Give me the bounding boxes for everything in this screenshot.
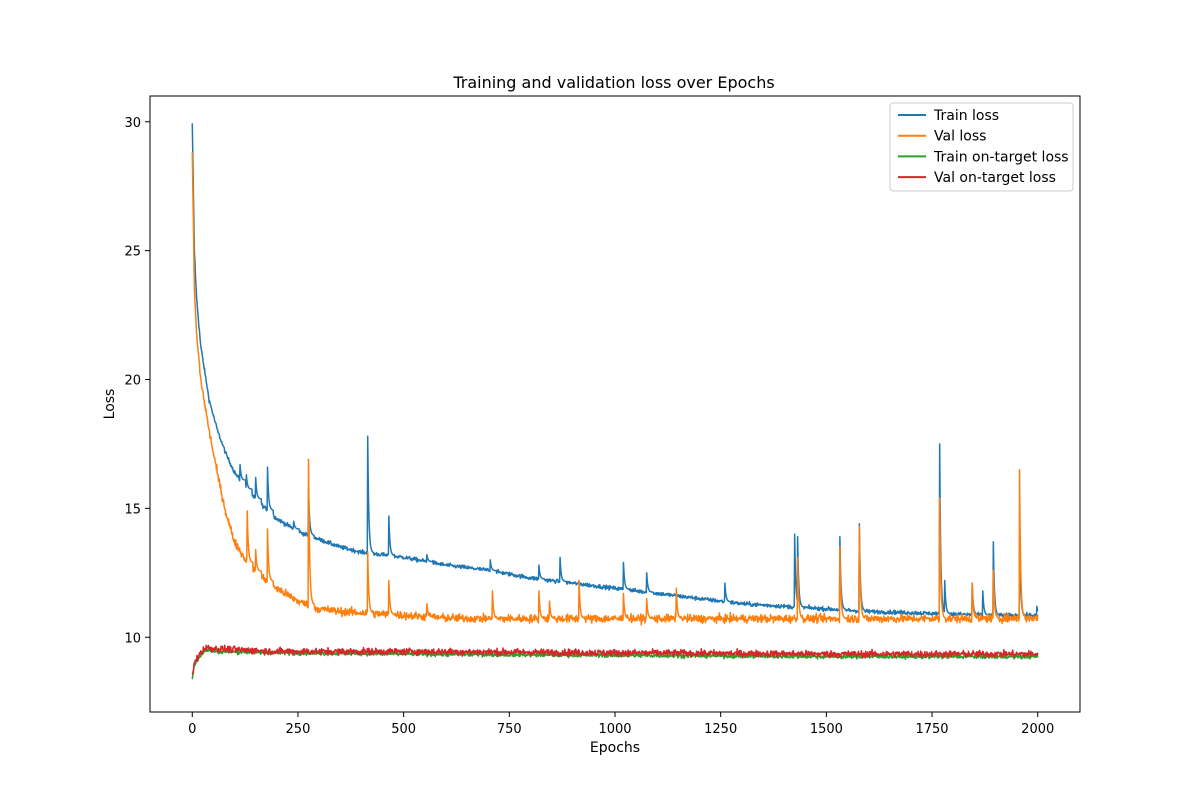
x-tick-label: 250	[286, 722, 311, 737]
legend-label-val-on-target-loss: Val on-target loss	[934, 170, 1056, 186]
x-tick-label: 1250	[704, 722, 737, 737]
legend-label-val-loss: Val loss	[934, 129, 986, 145]
y-tick-label: 30	[124, 116, 141, 131]
x-tick-label: 1500	[810, 722, 843, 737]
y-tick-label: 15	[124, 502, 141, 517]
x-tick-label: 1750	[915, 722, 948, 737]
y-tick-label: 20	[124, 374, 141, 389]
x-tick-label: 0	[188, 722, 196, 737]
legend-label-train-on-target-loss: Train on-target loss	[933, 149, 1069, 165]
legend: Train loss Val loss Train on-target loss Va…	[890, 103, 1073, 191]
y-axis-label: Loss	[102, 389, 118, 420]
chart-title: Training and validation loss over Epochs	[452, 73, 774, 92]
x-tick-label: 2000	[1021, 722, 1054, 737]
x-tick-label: 750	[497, 722, 522, 737]
x-tick-label: 500	[391, 722, 416, 737]
y-tick-label: 10	[124, 631, 141, 646]
legend-label-train-loss: Train loss	[933, 108, 999, 124]
y-tick-label: 25	[124, 245, 141, 260]
x-tick-label: 1000	[598, 722, 631, 737]
x-axis-label: Epochs	[590, 740, 640, 756]
